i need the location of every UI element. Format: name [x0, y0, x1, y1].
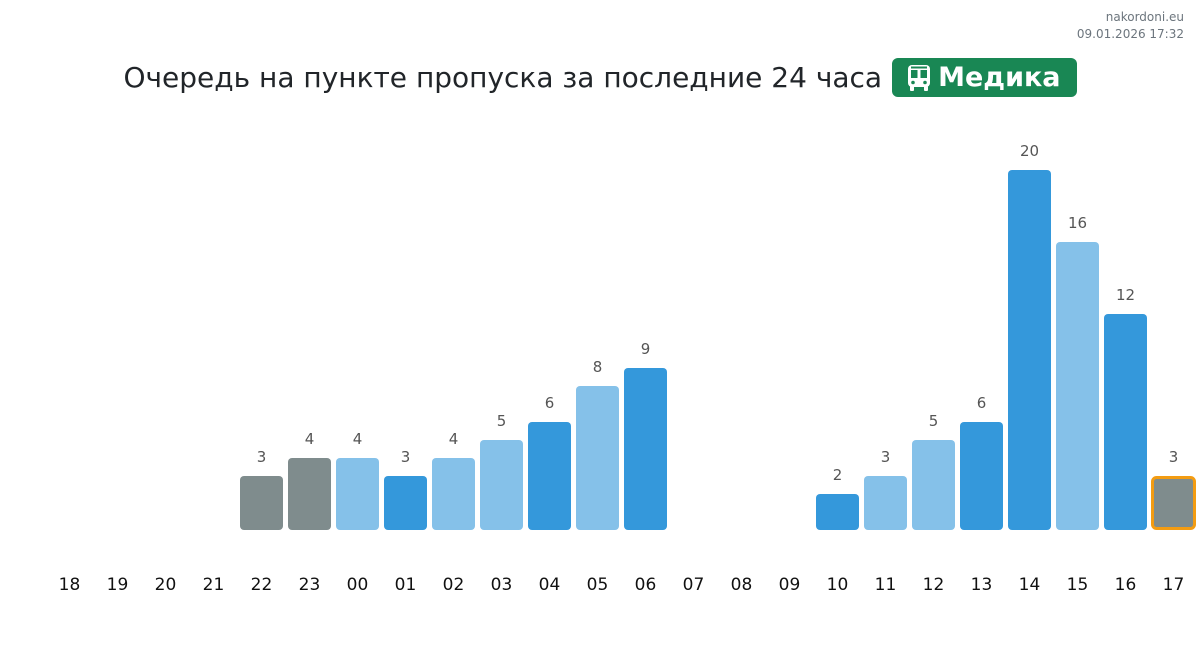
x-tick-label: 23 [299, 575, 321, 595]
bar [816, 494, 859, 530]
data-label: 9 [641, 340, 651, 358]
bar [1151, 476, 1196, 530]
bar [1056, 242, 1099, 530]
x-tick-label: 08 [731, 575, 753, 595]
x-tick-label: 09 [779, 575, 801, 595]
data-label: 8 [593, 358, 603, 376]
x-tick-label: 22 [251, 575, 273, 595]
data-label: 6 [977, 394, 987, 412]
x-tick-label: 20 [155, 575, 177, 595]
bar [912, 440, 955, 530]
bar [576, 386, 619, 530]
x-tick-label: 04 [539, 575, 561, 595]
x-tick-label: 03 [491, 575, 513, 595]
bar [336, 458, 379, 530]
bar [288, 458, 331, 530]
x-tick-label: 10 [827, 575, 849, 595]
page-title: Очередь на пункте пропуска за последние … [123, 61, 883, 94]
x-tick-label: 19 [107, 575, 129, 595]
data-label: 4 [353, 430, 363, 448]
data-label: 6 [545, 394, 555, 412]
x-tick-label: 01 [395, 575, 417, 595]
bar [384, 476, 427, 530]
bar [480, 440, 523, 530]
data-label: 12 [1116, 286, 1135, 304]
data-label: 20 [1020, 142, 1039, 160]
data-label: 3 [257, 448, 267, 466]
site-name: nakordoni.eu [1105, 10, 1184, 24]
bar [864, 476, 907, 530]
timestamp: 09.01.2026 17:32 [1076, 27, 1184, 41]
data-label: 2 [833, 466, 843, 484]
page-title-row: Очередь на пункте пропуска за последние … [0, 58, 1200, 97]
data-label: 16 [1068, 214, 1087, 232]
checkpoint-name: Медика [938, 62, 1061, 93]
checkpoint-badge: Медика [892, 58, 1077, 97]
site-info: nakordoni.eu 09.01.2026 17:32 [1077, 9, 1184, 43]
x-tick-label: 02 [443, 575, 465, 595]
data-label: 3 [881, 448, 891, 466]
x-tick-label: 12 [923, 575, 945, 595]
bus-icon [908, 64, 931, 91]
x-tick-label: 06 [635, 575, 657, 595]
data-label: 5 [929, 412, 939, 430]
bar [432, 458, 475, 530]
data-label: 4 [305, 430, 315, 448]
x-tick-label: 05 [587, 575, 609, 595]
x-tick-label: 18 [59, 575, 81, 595]
x-tick-label: 13 [971, 575, 993, 595]
x-tick-label: 17 [1163, 575, 1185, 595]
bar [624, 368, 667, 530]
x-tick-label: 15 [1067, 575, 1089, 595]
bar [528, 422, 571, 530]
data-label: 5 [497, 412, 507, 430]
data-label: 3 [1169, 448, 1179, 466]
x-tick-label: 07 [683, 575, 705, 595]
bar [960, 422, 1003, 530]
x-tick-label: 00 [347, 575, 369, 595]
x-tick-label: 11 [875, 575, 897, 595]
x-tick-label: 16 [1115, 575, 1137, 595]
x-tick-label: 21 [203, 575, 225, 595]
data-label: 4 [449, 430, 459, 448]
data-label: 3 [401, 448, 411, 466]
bar [1104, 314, 1147, 530]
bar [240, 476, 283, 530]
x-tick-label: 14 [1019, 575, 1041, 595]
bar [1008, 170, 1051, 530]
